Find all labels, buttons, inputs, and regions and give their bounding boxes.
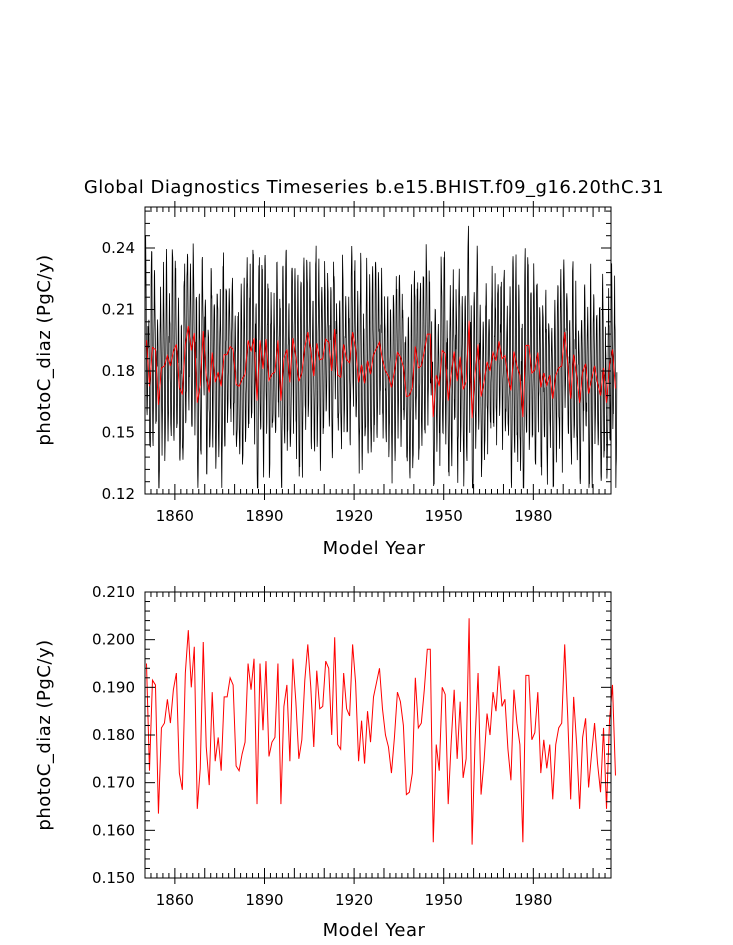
bottom-y-tick-label: 0.190: [92, 678, 135, 696]
top-y-tick-label: 0.12: [102, 485, 135, 503]
top-ticks: [144, 201, 612, 500]
bottom-y-tick-label: 0.160: [92, 821, 135, 839]
top-y-tick-label: 0.24: [102, 239, 135, 257]
bottom-y-tick-label: 0.180: [92, 726, 135, 744]
top-x-tick-label: 1980: [514, 507, 552, 525]
bottom-x-tick-label: 1920: [335, 891, 373, 909]
top-x-tick-label: 1890: [245, 507, 283, 525]
top-x-tick-labels: 1860 1890 1920 1950 1980: [156, 507, 553, 525]
top-series-monthly-line: [144, 225, 618, 489]
top-plot-lines: [144, 225, 618, 489]
bottom-x-tick-labels: 1860 1890 1920 1950 1980: [156, 891, 553, 909]
bottom-ticks: [144, 586, 612, 884]
top-panel: 1860 1890 1920 1950 1980 0.12 0.15 0.18 0.21 0.2…: [34, 201, 618, 559]
top-series-annual-line: [145, 320, 616, 419]
bottom-y-tick-labels: 0.150 0.160 0.170 0.180 0.190 0.200 0.210: [92, 583, 135, 887]
bottom-plot-frame: [144, 591, 612, 879]
top-x-axis-title: Model Year: [323, 538, 426, 559]
top-y-axis-title: photoC_diaz (PgC/y): [34, 254, 55, 445]
bottom-panel: 1860 1890 1920 1950 1980 0.150 0.160 0.170 0.18…: [34, 583, 616, 941]
bottom-plot-lines: [145, 618, 616, 845]
top-x-tick-label: 1950: [425, 507, 463, 525]
top-y-tick-label: 0.15: [102, 424, 135, 442]
bottom-x-tick-label: 1950: [425, 891, 463, 909]
bottom-y-tick-label: 0.170: [92, 774, 135, 792]
bottom-x-tick-label: 1980: [514, 891, 552, 909]
top-y-tick-label: 0.18: [102, 362, 135, 380]
top-x-tick-label: 1920: [335, 507, 373, 525]
bottom-y-tick-label: 0.150: [92, 869, 135, 887]
bottom-x-tick-label: 1860: [156, 891, 194, 909]
bottom-series-annual-line: [145, 618, 616, 845]
top-plot-frame: [144, 206, 612, 495]
bottom-x-axis-title: Model Year: [323, 920, 426, 941]
bottom-x-tick-label: 1890: [245, 891, 283, 909]
bottom-y-tick-label: 0.210: [92, 583, 135, 601]
top-x-tick-label: 1860: [156, 507, 194, 525]
bottom-y-axis-title: photoC_diaz (PgC/y): [34, 639, 55, 830]
figure-title: Global Diagnostics Timeseries b.e15.BHIS…: [84, 177, 664, 198]
top-y-tick-label: 0.21: [102, 301, 135, 319]
top-y-tick-labels: 0.12 0.15 0.18 0.21 0.24: [102, 239, 135, 503]
bottom-y-tick-label: 0.200: [92, 631, 135, 649]
